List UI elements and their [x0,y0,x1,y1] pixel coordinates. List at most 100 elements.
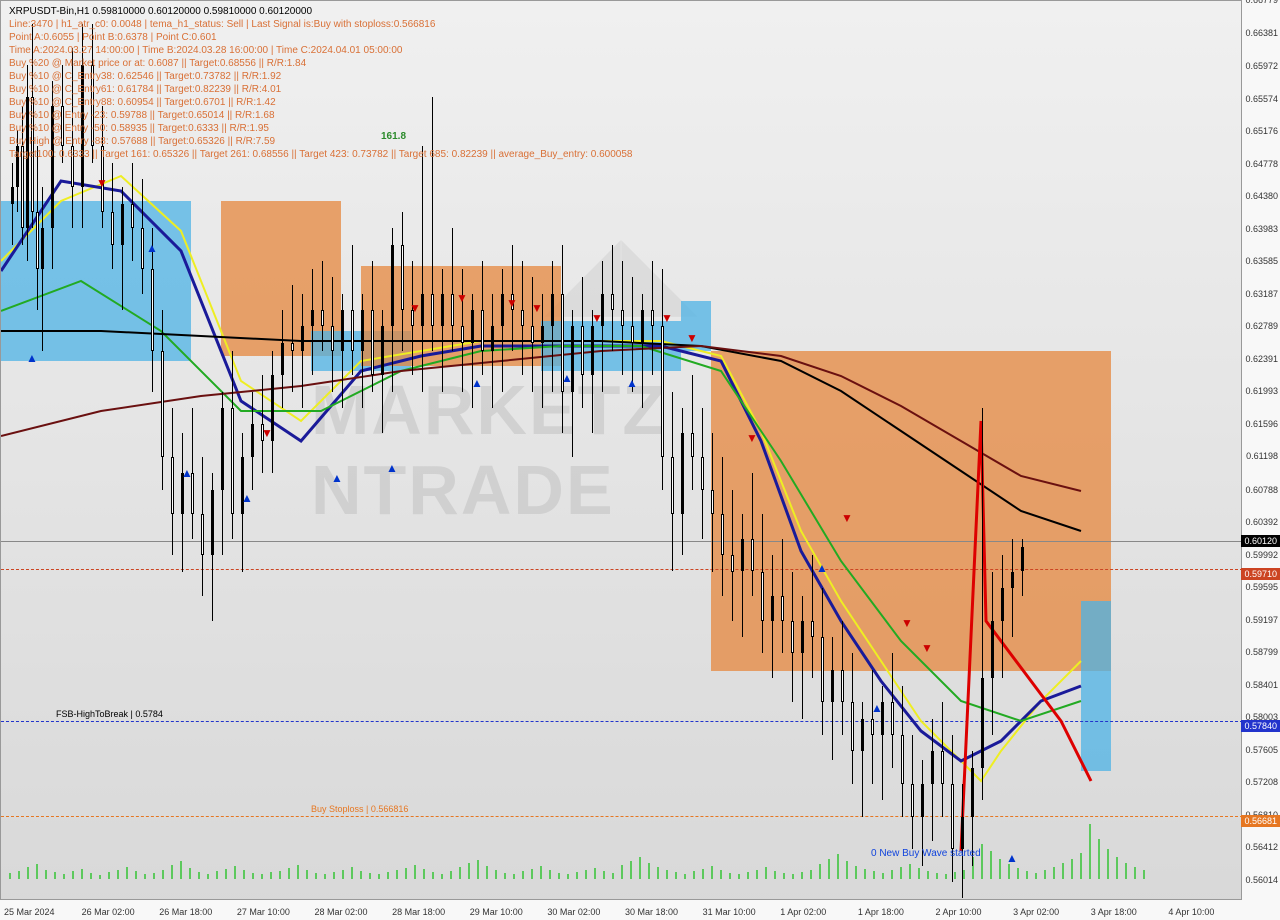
volume-bar [243,870,245,879]
down-arrow-icon: ▼ [591,311,603,325]
info-line11: Buy High @ Entry -88: 0.57688 || Target:… [9,135,633,148]
candle-body [121,204,124,245]
x-tick: 3 Apr 02:00 [1013,907,1059,917]
volume-bar [585,870,587,879]
candle-body [351,310,354,351]
candle-wick [442,269,443,392]
candle-wick [742,514,743,637]
volume-bar [306,870,308,879]
candle-body [921,784,924,817]
volume-bar [90,873,92,879]
x-tick: 30 Mar 18:00 [625,907,678,917]
candle-body [871,719,874,735]
info-line5: Buy %20 @ Market price or at: 0.6087 || … [9,57,633,70]
volume-bar [117,870,119,879]
volume-bar [711,866,713,879]
down-arrow-icon: ▼ [841,511,853,525]
volume-bar [1053,867,1055,879]
up-arrow-icon: ▲ [331,471,343,485]
x-tick: 28 Mar 18:00 [392,907,445,917]
volume-bar [315,873,317,879]
volume-bar [882,873,884,879]
volume-bar [387,872,389,879]
y-tick: 0.65574 [1245,94,1278,104]
up-arrow-icon: ▲ [241,491,253,505]
candle-body [481,310,484,351]
volume-bar [63,874,65,879]
candle-body [931,751,934,784]
y-tick: 0.66779 [1245,0,1278,5]
candle-wick [1012,539,1013,637]
volume-bar [747,872,749,879]
candle-body [161,351,164,457]
candle-body [831,670,834,703]
x-tick: 29 Mar 10:00 [470,907,523,917]
candle-body [281,343,284,376]
volume-bar [225,869,227,879]
volume-bar [234,866,236,879]
volume-bar [945,874,947,879]
info-line2: Line:3470 | h1_atr_c0: 0.0048 | tema_h1_… [9,18,633,31]
x-tick: 4 Apr 10:00 [1168,907,1214,917]
volume-bar [792,874,794,879]
candle-body [581,326,584,375]
info-line3: Point A:0.6055 | Point B:0.6378 | Point … [9,31,633,44]
candle-body [731,555,734,571]
fsb-line [1,721,1243,722]
candle-body [591,326,594,375]
candle-body [321,310,324,326]
x-tick: 2 Apr 10:00 [936,907,982,917]
candle-body [671,457,674,514]
y-tick: 0.63983 [1245,224,1278,234]
volume-bar [954,872,956,879]
volume-bar [855,866,857,879]
y-tick: 0.56412 [1245,842,1278,852]
volume-bar [909,864,911,879]
volume-bar [702,869,704,879]
candle-body [711,490,714,515]
info-panel: XRPUSDT-Bin,H1 0.59810000 0.60120000 0.5… [9,5,633,161]
volume-bar [153,873,155,879]
stoploss-line [1,816,1243,817]
volume-bar [144,874,146,879]
candle-body [611,294,614,310]
volume-bar [477,860,479,879]
candle-body [221,408,224,490]
x-tick: 26 Mar 02:00 [82,907,135,917]
up-arrow-icon: ▲ [26,351,38,365]
volume-bar [216,871,218,879]
candle-wick [492,294,493,408]
y-tick: 0.57208 [1245,777,1278,787]
volume-bar [1107,849,1109,879]
volume-bar [441,874,443,879]
volume-bar [864,869,866,879]
candle-body [291,343,294,351]
volume-bar [1098,839,1100,879]
volume-bar [918,868,920,879]
down-arrow-icon: ▼ [661,311,673,325]
volume-bar [1116,857,1118,879]
candle-body [391,245,394,327]
volume-bar [594,868,596,879]
candle-body [631,326,634,342]
volume-bar [9,873,11,879]
candle-body [141,228,144,269]
y-tick: 0.57605 [1245,745,1278,755]
volume-bar [837,854,839,879]
candle-body [341,310,344,351]
volume-bar [522,871,524,879]
candle-body [841,670,844,703]
volume-bar [1026,871,1028,879]
price-tag-orange: 0.56681 [1241,815,1280,827]
volume-bar [666,870,668,879]
volume-bar [1089,824,1091,879]
chart-area[interactable]: ◢◣ MARKETZ NTRADE FSB-HighToBreak | 0.57… [0,0,1242,900]
info-line4: Time A:2024.03.27 14:00:00 | Time B:2024… [9,44,633,57]
candle-body [791,621,794,654]
info-line7: Buy %10 @ C_Entry61: 0.61784 || Target:0… [9,83,633,96]
candle-wick [502,269,503,392]
candle-body [451,294,454,327]
candle-body [531,326,534,342]
y-tick: 0.62789 [1245,321,1278,331]
candle-body [11,187,14,203]
